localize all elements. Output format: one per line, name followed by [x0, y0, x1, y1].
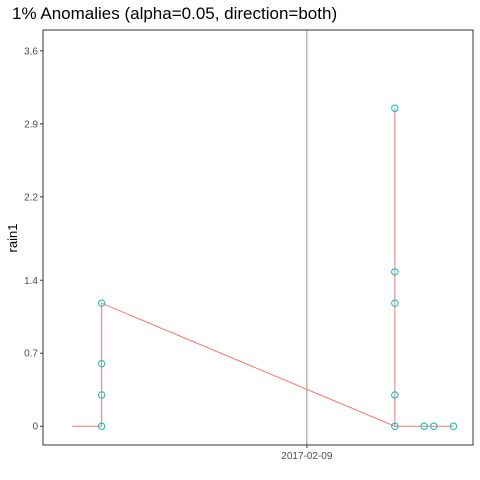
y-tick-label: 0 [32, 422, 38, 433]
x-tick-label: 2017-02-09 [281, 451, 333, 462]
y-tick-label: 2.9 [24, 119, 38, 130]
y-tick-label: 0.7 [24, 349, 38, 360]
y-axis-title: rain1 [5, 224, 20, 253]
y-tick-label: 1.4 [24, 276, 38, 287]
y-tick-label: 2.2 [24, 192, 38, 203]
y-tick-label: 3.6 [24, 46, 38, 57]
chart-title: 1% Anomalies (alpha=0.05, direction=both… [12, 4, 337, 24]
plot-background [43, 30, 473, 445]
